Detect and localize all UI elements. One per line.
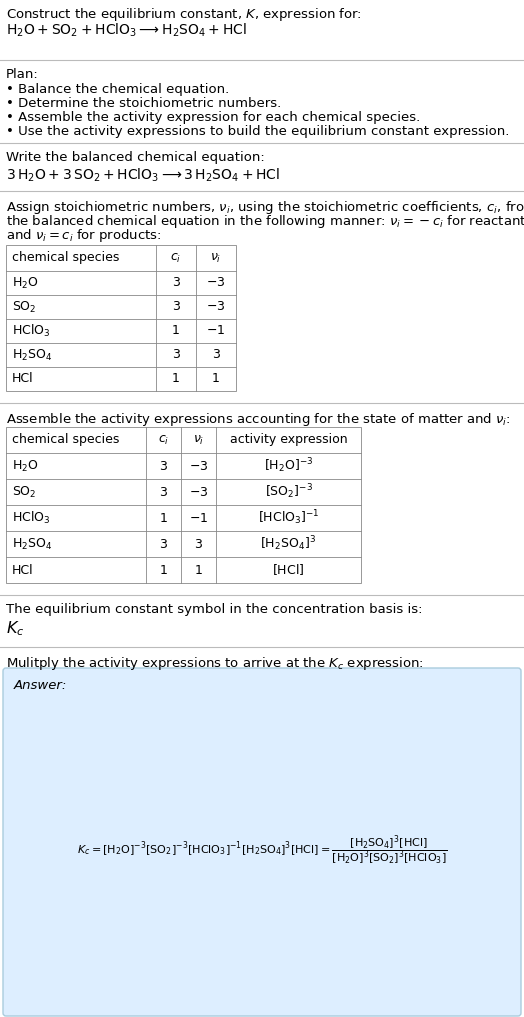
Text: 3: 3 xyxy=(194,538,202,550)
Text: $\mathrm{H_2SO_4}$: $\mathrm{H_2SO_4}$ xyxy=(12,348,52,362)
Text: Answer:: Answer: xyxy=(14,679,68,692)
Text: 3: 3 xyxy=(172,349,180,361)
Text: chemical species: chemical species xyxy=(12,433,119,446)
Text: HCl: HCl xyxy=(12,563,34,577)
Text: 3: 3 xyxy=(212,349,220,361)
Text: $-3$: $-3$ xyxy=(206,277,226,290)
Text: • Assemble the activity expression for each chemical species.: • Assemble the activity expression for e… xyxy=(6,111,420,124)
Text: Mulitply the activity expressions to arrive at the $K_c$ expression:: Mulitply the activity expressions to arr… xyxy=(6,655,424,672)
Text: $c_i$: $c_i$ xyxy=(158,433,169,446)
Text: $[\mathrm{HCl}]$: $[\mathrm{HCl}]$ xyxy=(272,562,304,578)
Text: 3: 3 xyxy=(172,277,180,290)
Text: $\mathrm{HClO_3}$: $\mathrm{HClO_3}$ xyxy=(12,323,50,339)
Text: $[\mathrm{H_2SO_4}]^{3}$: $[\mathrm{H_2SO_4}]^{3}$ xyxy=(260,535,316,553)
Text: • Use the activity expressions to build the equilibrium constant expression.: • Use the activity expressions to build … xyxy=(6,125,509,138)
Text: $\mathrm{H_2SO_4}$: $\mathrm{H_2SO_4}$ xyxy=(12,536,52,551)
Text: $\nu_i$: $\nu_i$ xyxy=(193,433,204,446)
Text: $\mathrm{SO_2}$: $\mathrm{SO_2}$ xyxy=(12,299,37,314)
Text: $\nu_i$: $\nu_i$ xyxy=(210,251,222,264)
Text: 3: 3 xyxy=(160,460,168,473)
Text: Plan:: Plan: xyxy=(6,68,39,81)
Bar xyxy=(6,245,236,391)
Text: $[\mathrm{H_2O}]^{-3}$: $[\mathrm{H_2O}]^{-3}$ xyxy=(264,457,313,475)
Text: 1: 1 xyxy=(172,324,180,338)
Text: 1: 1 xyxy=(212,372,220,385)
Text: $-3$: $-3$ xyxy=(189,485,208,498)
Text: $-1$: $-1$ xyxy=(206,324,226,338)
Text: $[\mathrm{SO_2}]^{-3}$: $[\mathrm{SO_2}]^{-3}$ xyxy=(265,483,312,501)
FancyBboxPatch shape xyxy=(3,668,521,1016)
Text: $-3$: $-3$ xyxy=(206,300,226,313)
Text: $K_c$: $K_c$ xyxy=(6,619,25,638)
Text: 3: 3 xyxy=(160,485,168,498)
Text: 3: 3 xyxy=(160,538,168,550)
Text: • Determine the stoichiometric numbers.: • Determine the stoichiometric numbers. xyxy=(6,97,281,110)
Text: Assign stoichiometric numbers, $\nu_i$, using the stoichiometric coefficients, $: Assign stoichiometric numbers, $\nu_i$, … xyxy=(6,199,524,216)
Text: the balanced chemical equation in the following manner: $\nu_i = -c_i$ for react: the balanced chemical equation in the fo… xyxy=(6,213,524,230)
Text: $\mathrm{H_2O + SO_2 + HClO_3 \longrightarrow H_2SO_4 + HCl}$: $\mathrm{H_2O + SO_2 + HClO_3 \longright… xyxy=(6,22,247,40)
Text: HCl: HCl xyxy=(12,372,34,385)
Text: $K_c = [\mathrm{H_2O}]^{-3}[\mathrm{SO_2}]^{-3}[\mathrm{HClO_3}]^{-1}[\mathrm{H_: $K_c = [\mathrm{H_2O}]^{-3}[\mathrm{SO_2… xyxy=(77,833,447,866)
Text: $3\,\mathrm{H_2O} + 3\,\mathrm{SO_2} + \mathrm{HClO_3} \longrightarrow 3\,\mathr: $3\,\mathrm{H_2O} + 3\,\mathrm{SO_2} + \… xyxy=(6,167,280,184)
Text: • Balance the chemical equation.: • Balance the chemical equation. xyxy=(6,83,230,96)
Text: $-3$: $-3$ xyxy=(189,460,208,473)
Text: and $\nu_i = c_i$ for products:: and $\nu_i = c_i$ for products: xyxy=(6,227,161,244)
Text: $\mathrm{H_2O}$: $\mathrm{H_2O}$ xyxy=(12,276,39,291)
Text: $\mathrm{H_2O}$: $\mathrm{H_2O}$ xyxy=(12,459,39,474)
Text: $[\mathrm{HClO_3}]^{-1}$: $[\mathrm{HClO_3}]^{-1}$ xyxy=(258,508,319,528)
Text: $-1$: $-1$ xyxy=(189,512,208,525)
Text: $\mathrm{HClO_3}$: $\mathrm{HClO_3}$ xyxy=(12,510,50,526)
Text: The equilibrium constant symbol in the concentration basis is:: The equilibrium constant symbol in the c… xyxy=(6,603,422,616)
Text: 1: 1 xyxy=(160,512,168,525)
Text: activity expression: activity expression xyxy=(230,433,347,446)
Text: Construct the equilibrium constant, $K$, expression for:: Construct the equilibrium constant, $K$,… xyxy=(6,6,362,23)
Bar xyxy=(6,427,361,583)
Text: $\mathrm{SO_2}$: $\mathrm{SO_2}$ xyxy=(12,484,37,499)
Text: 1: 1 xyxy=(172,372,180,385)
Text: chemical species: chemical species xyxy=(12,251,119,264)
Text: $c_i$: $c_i$ xyxy=(170,251,182,264)
Text: Assemble the activity expressions accounting for the state of matter and $\nu_i$: Assemble the activity expressions accoun… xyxy=(6,411,511,428)
Text: 3: 3 xyxy=(172,300,180,313)
Text: 1: 1 xyxy=(194,563,202,577)
Text: 1: 1 xyxy=(160,563,168,577)
Text: Write the balanced chemical equation:: Write the balanced chemical equation: xyxy=(6,151,265,164)
